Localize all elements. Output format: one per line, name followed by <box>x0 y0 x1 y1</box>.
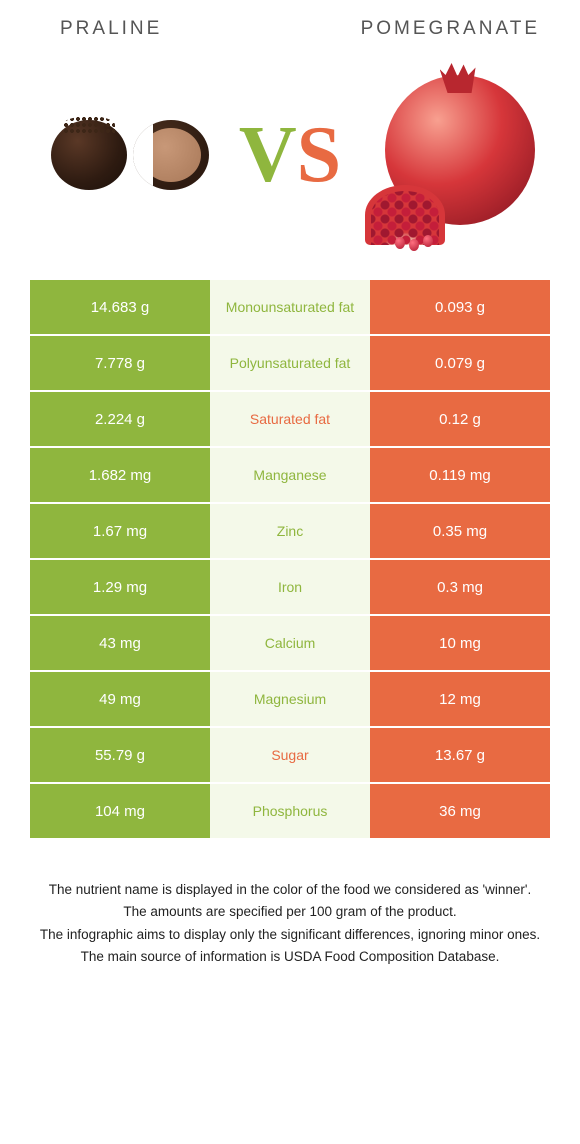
pomegranate-seeds-icon <box>395 235 445 251</box>
value-left: 2.224 g <box>30 392 210 448</box>
value-left: 7.778 g <box>30 336 210 392</box>
nutrient-name: Zinc <box>210 504 370 560</box>
praline-cut-icon <box>133 120 209 190</box>
value-right: 0.3 mg <box>370 560 550 616</box>
table-row: 55.79 gSugar13.67 g <box>30 728 550 784</box>
footer-notes: The nutrient name is displayed in the co… <box>0 840 580 967</box>
nutrient-name: Magnesium <box>210 672 370 728</box>
table-row: 7.778 gPolyunsaturated fat0.079 g <box>30 336 550 392</box>
value-right: 0.093 g <box>370 280 550 336</box>
value-right: 0.35 mg <box>370 504 550 560</box>
table-row: 1.682 mgManganese0.119 mg <box>30 448 550 504</box>
nutrient-name: Monounsaturated fat <box>210 280 370 336</box>
nutrient-name: Sugar <box>210 728 370 784</box>
value-right: 0.12 g <box>370 392 550 448</box>
table-row: 1.67 mgZinc0.35 mg <box>30 504 550 560</box>
header-left: Praline <box>60 18 162 40</box>
table-row: 104 mgPhosphorus36 mg <box>30 784 550 840</box>
hero: VS <box>0 50 580 280</box>
table-row: 49 mgMagnesium12 mg <box>30 672 550 728</box>
nutrient-name: Phosphorus <box>210 784 370 840</box>
header: Praline Pomegranate <box>0 0 580 50</box>
value-right: 10 mg <box>370 616 550 672</box>
pomegranate-image <box>349 65 550 245</box>
value-right: 12 mg <box>370 672 550 728</box>
table-row: 1.29 mgIron0.3 mg <box>30 560 550 616</box>
value-left: 1.682 mg <box>30 448 210 504</box>
nutrient-name: Manganese <box>210 448 370 504</box>
table-row: 2.224 gSaturated fat0.12 g <box>30 392 550 448</box>
value-left: 14.683 g <box>30 280 210 336</box>
value-right: 0.119 mg <box>370 448 550 504</box>
value-left: 1.67 mg <box>30 504 210 560</box>
vs-label: VS <box>239 110 341 201</box>
nutrient-name: Calcium <box>210 616 370 672</box>
footer-line-3: The infographic aims to display only the… <box>30 925 550 945</box>
footer-line-4: The main source of information is USDA F… <box>30 947 550 967</box>
value-left: 1.29 mg <box>30 560 210 616</box>
table-row: 43 mgCalcium10 mg <box>30 616 550 672</box>
vs-v: V <box>239 111 297 199</box>
value-left: 104 mg <box>30 784 210 840</box>
value-left: 55.79 g <box>30 728 210 784</box>
header-right: Pomegranate <box>361 18 540 40</box>
nutrient-name: Iron <box>210 560 370 616</box>
pomegranate-crown-icon <box>440 63 480 93</box>
praline-image <box>30 120 231 190</box>
vs-s: S <box>297 111 342 199</box>
table-row: 14.683 gMonounsaturated fat0.093 g <box>30 280 550 336</box>
value-right: 13.67 g <box>370 728 550 784</box>
value-right: 36 mg <box>370 784 550 840</box>
nutrient-name: Polyunsaturated fat <box>210 336 370 392</box>
value-left: 43 mg <box>30 616 210 672</box>
nutrient-table: 14.683 gMonounsaturated fat0.093 g7.778 … <box>30 280 550 840</box>
value-left: 49 mg <box>30 672 210 728</box>
value-right: 0.079 g <box>370 336 550 392</box>
footer-line-2: The amounts are specified per 100 gram o… <box>30 902 550 922</box>
praline-whole-icon <box>51 120 127 190</box>
nutrient-name: Saturated fat <box>210 392 370 448</box>
footer-line-1: The nutrient name is displayed in the co… <box>30 880 550 900</box>
